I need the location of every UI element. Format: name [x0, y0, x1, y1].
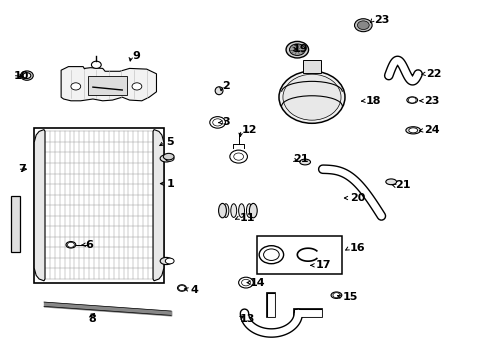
Ellipse shape [160, 155, 172, 162]
Circle shape [23, 73, 31, 78]
Ellipse shape [215, 87, 223, 95]
Circle shape [289, 44, 305, 55]
Ellipse shape [223, 204, 228, 217]
Ellipse shape [218, 203, 226, 218]
Ellipse shape [238, 204, 244, 217]
Circle shape [354, 19, 371, 32]
Text: 18: 18 [365, 96, 381, 106]
Circle shape [357, 21, 368, 30]
Text: 3: 3 [222, 117, 230, 127]
Bar [303, 60, 320, 73]
Ellipse shape [177, 285, 186, 291]
Text: 1: 1 [166, 179, 174, 189]
Text: 11: 11 [239, 213, 255, 223]
Text: 9: 9 [132, 51, 140, 61]
Ellipse shape [385, 179, 396, 185]
Ellipse shape [299, 159, 310, 165]
Ellipse shape [278, 71, 345, 123]
Text: 17: 17 [315, 260, 330, 270]
Text: 23: 23 [424, 96, 439, 106]
Text: 22: 22 [426, 69, 441, 79]
Text: 20: 20 [349, 193, 364, 203]
Circle shape [178, 285, 185, 291]
Ellipse shape [408, 128, 417, 133]
Ellipse shape [230, 204, 236, 217]
Text: 6: 6 [85, 240, 93, 250]
Text: 14: 14 [249, 278, 264, 288]
Bar [88, 76, 127, 95]
Circle shape [91, 61, 101, 68]
Circle shape [67, 242, 74, 247]
Circle shape [209, 117, 225, 128]
Ellipse shape [283, 74, 340, 120]
Text: 23: 23 [373, 15, 388, 25]
Text: 21: 21 [394, 180, 410, 190]
Text: 5: 5 [166, 137, 174, 147]
Ellipse shape [66, 242, 76, 248]
Circle shape [238, 277, 253, 288]
Circle shape [229, 150, 247, 163]
Ellipse shape [160, 257, 172, 265]
Bar [11, 196, 20, 252]
Text: 8: 8 [88, 314, 96, 324]
Circle shape [332, 293, 339, 298]
Circle shape [263, 249, 279, 261]
Ellipse shape [246, 204, 252, 217]
Text: 4: 4 [190, 285, 198, 295]
Text: 10: 10 [14, 71, 29, 81]
Circle shape [132, 83, 142, 90]
Text: 2: 2 [222, 81, 230, 91]
Circle shape [212, 119, 222, 126]
Circle shape [241, 279, 250, 286]
Circle shape [20, 71, 33, 80]
Text: 12: 12 [242, 125, 257, 135]
Text: 24: 24 [424, 125, 439, 135]
Text: 21: 21 [293, 154, 308, 164]
Polygon shape [153, 130, 163, 281]
Bar [34, 128, 163, 283]
Polygon shape [34, 130, 45, 281]
Ellipse shape [163, 153, 174, 160]
Bar [256, 236, 342, 274]
Text: 13: 13 [239, 314, 254, 324]
Ellipse shape [249, 203, 257, 218]
Ellipse shape [165, 258, 174, 264]
Ellipse shape [406, 97, 417, 103]
Circle shape [407, 97, 415, 103]
Circle shape [233, 153, 243, 160]
Text: 19: 19 [292, 44, 307, 54]
Circle shape [259, 246, 283, 264]
Text: 15: 15 [342, 292, 357, 302]
Ellipse shape [405, 127, 420, 134]
Text: 16: 16 [349, 243, 365, 253]
Ellipse shape [165, 156, 174, 161]
Circle shape [71, 83, 81, 90]
Ellipse shape [330, 292, 341, 298]
Polygon shape [61, 67, 156, 101]
Text: 7: 7 [19, 164, 26, 174]
Circle shape [285, 41, 308, 58]
